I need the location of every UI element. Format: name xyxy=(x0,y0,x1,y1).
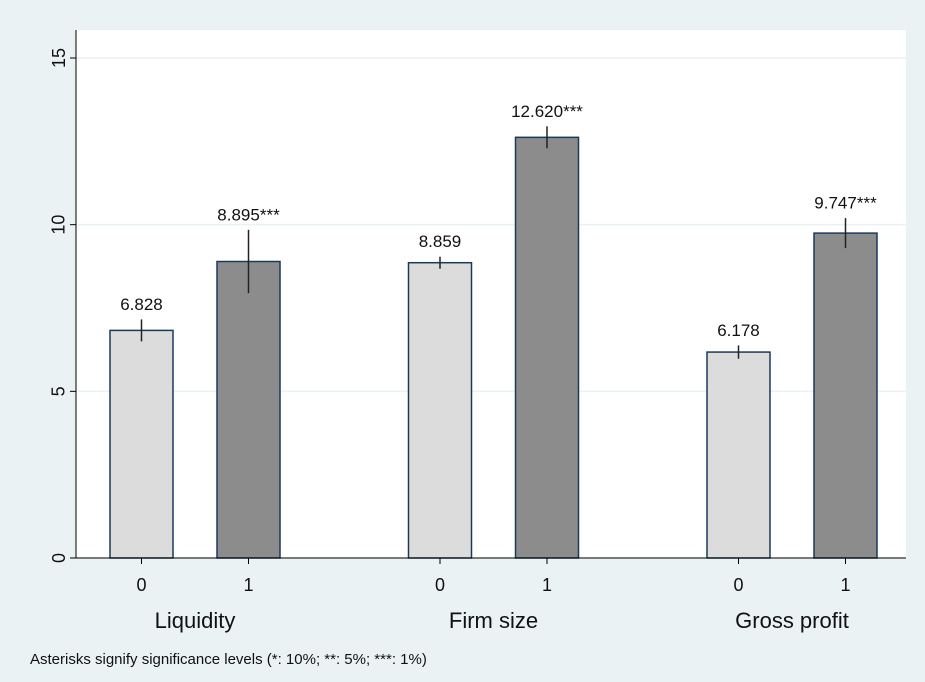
bar xyxy=(706,351,771,559)
x-tick-label: 1 xyxy=(840,575,850,595)
group-label: Firm size xyxy=(449,608,538,633)
x-tick-label: 1 xyxy=(542,575,552,595)
bar xyxy=(813,232,878,559)
x-tick-label: 0 xyxy=(136,575,146,595)
bar xyxy=(109,329,174,559)
value-label: 6.828 xyxy=(120,295,163,314)
group-label: Gross profit xyxy=(735,608,849,633)
note: Asterisks signify significance levels (*… xyxy=(30,651,427,668)
bar xyxy=(216,260,281,559)
y-tick-label: 15 xyxy=(49,48,69,68)
y-tick-label: 5 xyxy=(49,386,69,396)
x-tick-label: 1 xyxy=(243,575,253,595)
x-tick-label: 0 xyxy=(733,575,743,595)
y-tick-label: 0 xyxy=(49,553,69,563)
plot-area xyxy=(76,30,906,558)
bar xyxy=(514,136,580,559)
y-tick-label: 10 xyxy=(49,215,69,235)
value-label: 6.178 xyxy=(717,321,760,340)
x-tick-label: 0 xyxy=(435,575,445,595)
value-label: 12.620*** xyxy=(511,102,583,121)
value-label: 8.859 xyxy=(419,232,462,251)
group-label: Liquidity xyxy=(155,608,236,633)
value-label: 9.747*** xyxy=(814,194,877,213)
bar xyxy=(407,261,473,559)
value-label: 8.895*** xyxy=(217,205,280,224)
